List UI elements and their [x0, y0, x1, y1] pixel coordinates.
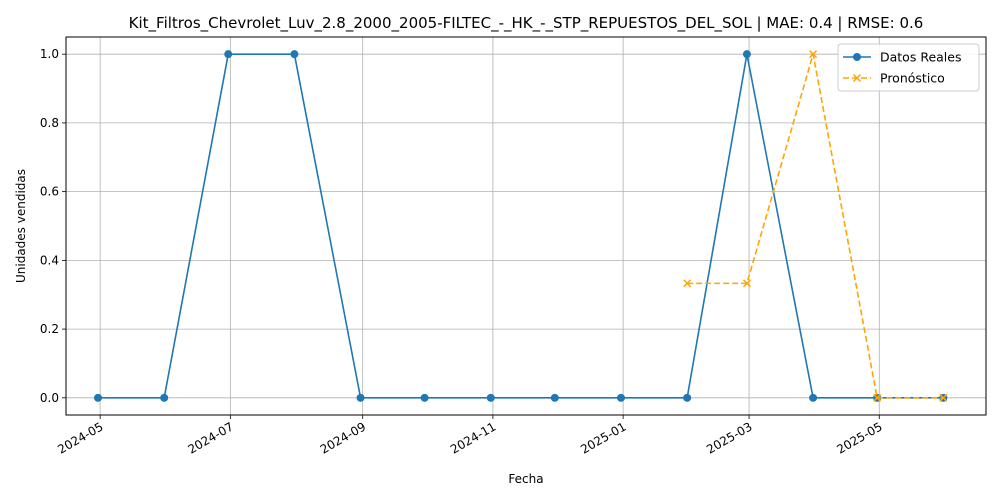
data-point: [550, 393, 559, 402]
data-point: [742, 279, 751, 288]
plot-area: [65, 36, 987, 416]
y-tick-label: 1.0: [40, 47, 59, 61]
chart-title: Kit_Filtros_Chevrolet_Luv_2.8_2000_2005-…: [129, 14, 924, 33]
data-point: [486, 393, 495, 402]
x-marker-stroke: [742, 279, 751, 288]
data-point: [94, 393, 103, 402]
data-point: [683, 393, 692, 402]
data-point: [809, 50, 818, 59]
x-marker-stroke: [873, 393, 882, 402]
grid: [66, 37, 986, 415]
legend-box: [837, 43, 980, 92]
legend-entry-label: Datos Reales: [880, 50, 961, 65]
x-tick-label: 2024-09: [318, 419, 368, 456]
x-marker-stroke: [809, 50, 818, 59]
data-point: [683, 279, 692, 288]
data-point: [224, 50, 233, 59]
data-point: [356, 393, 365, 402]
legend: Datos Reales Pronóstico: [837, 43, 980, 92]
data-point: [873, 393, 882, 402]
y-tick-label: 0.6: [40, 185, 59, 199]
x-marker-stroke: [683, 279, 692, 288]
x-tick-label: 2025-03: [704, 419, 754, 456]
data-point: [809, 393, 818, 402]
x-tick-label: 2024-05: [55, 419, 105, 456]
y-axis-label: Unidades vendidas: [14, 169, 28, 283]
data-point: [742, 50, 751, 59]
series-line: [98, 53, 944, 399]
y-tick-label: 0.0: [40, 391, 59, 405]
series: [94, 50, 948, 402]
data-point: [290, 50, 299, 59]
y-tick-label: 0.8: [40, 116, 59, 130]
x-marker-stroke: [939, 393, 948, 402]
y-tick-label: 0.4: [40, 253, 59, 267]
data-point: [939, 393, 948, 402]
legend-entry-label: Pronóstico: [880, 71, 945, 86]
series-line: [687, 53, 944, 399]
data-point: [160, 393, 169, 402]
x-axis-label: Fecha: [508, 472, 543, 486]
data-point: [616, 393, 625, 402]
legend-marker: [853, 53, 861, 61]
x-tick-label: 2024-11: [448, 419, 498, 456]
x-tick-label: 2025-05: [834, 419, 884, 456]
legend-marker: [852, 73, 862, 83]
x-tick-label: 2025-01: [578, 419, 628, 456]
data-point: [420, 393, 429, 402]
x-tick-label: 2024-07: [185, 419, 235, 456]
y-tick-label: 0.2: [40, 322, 59, 336]
